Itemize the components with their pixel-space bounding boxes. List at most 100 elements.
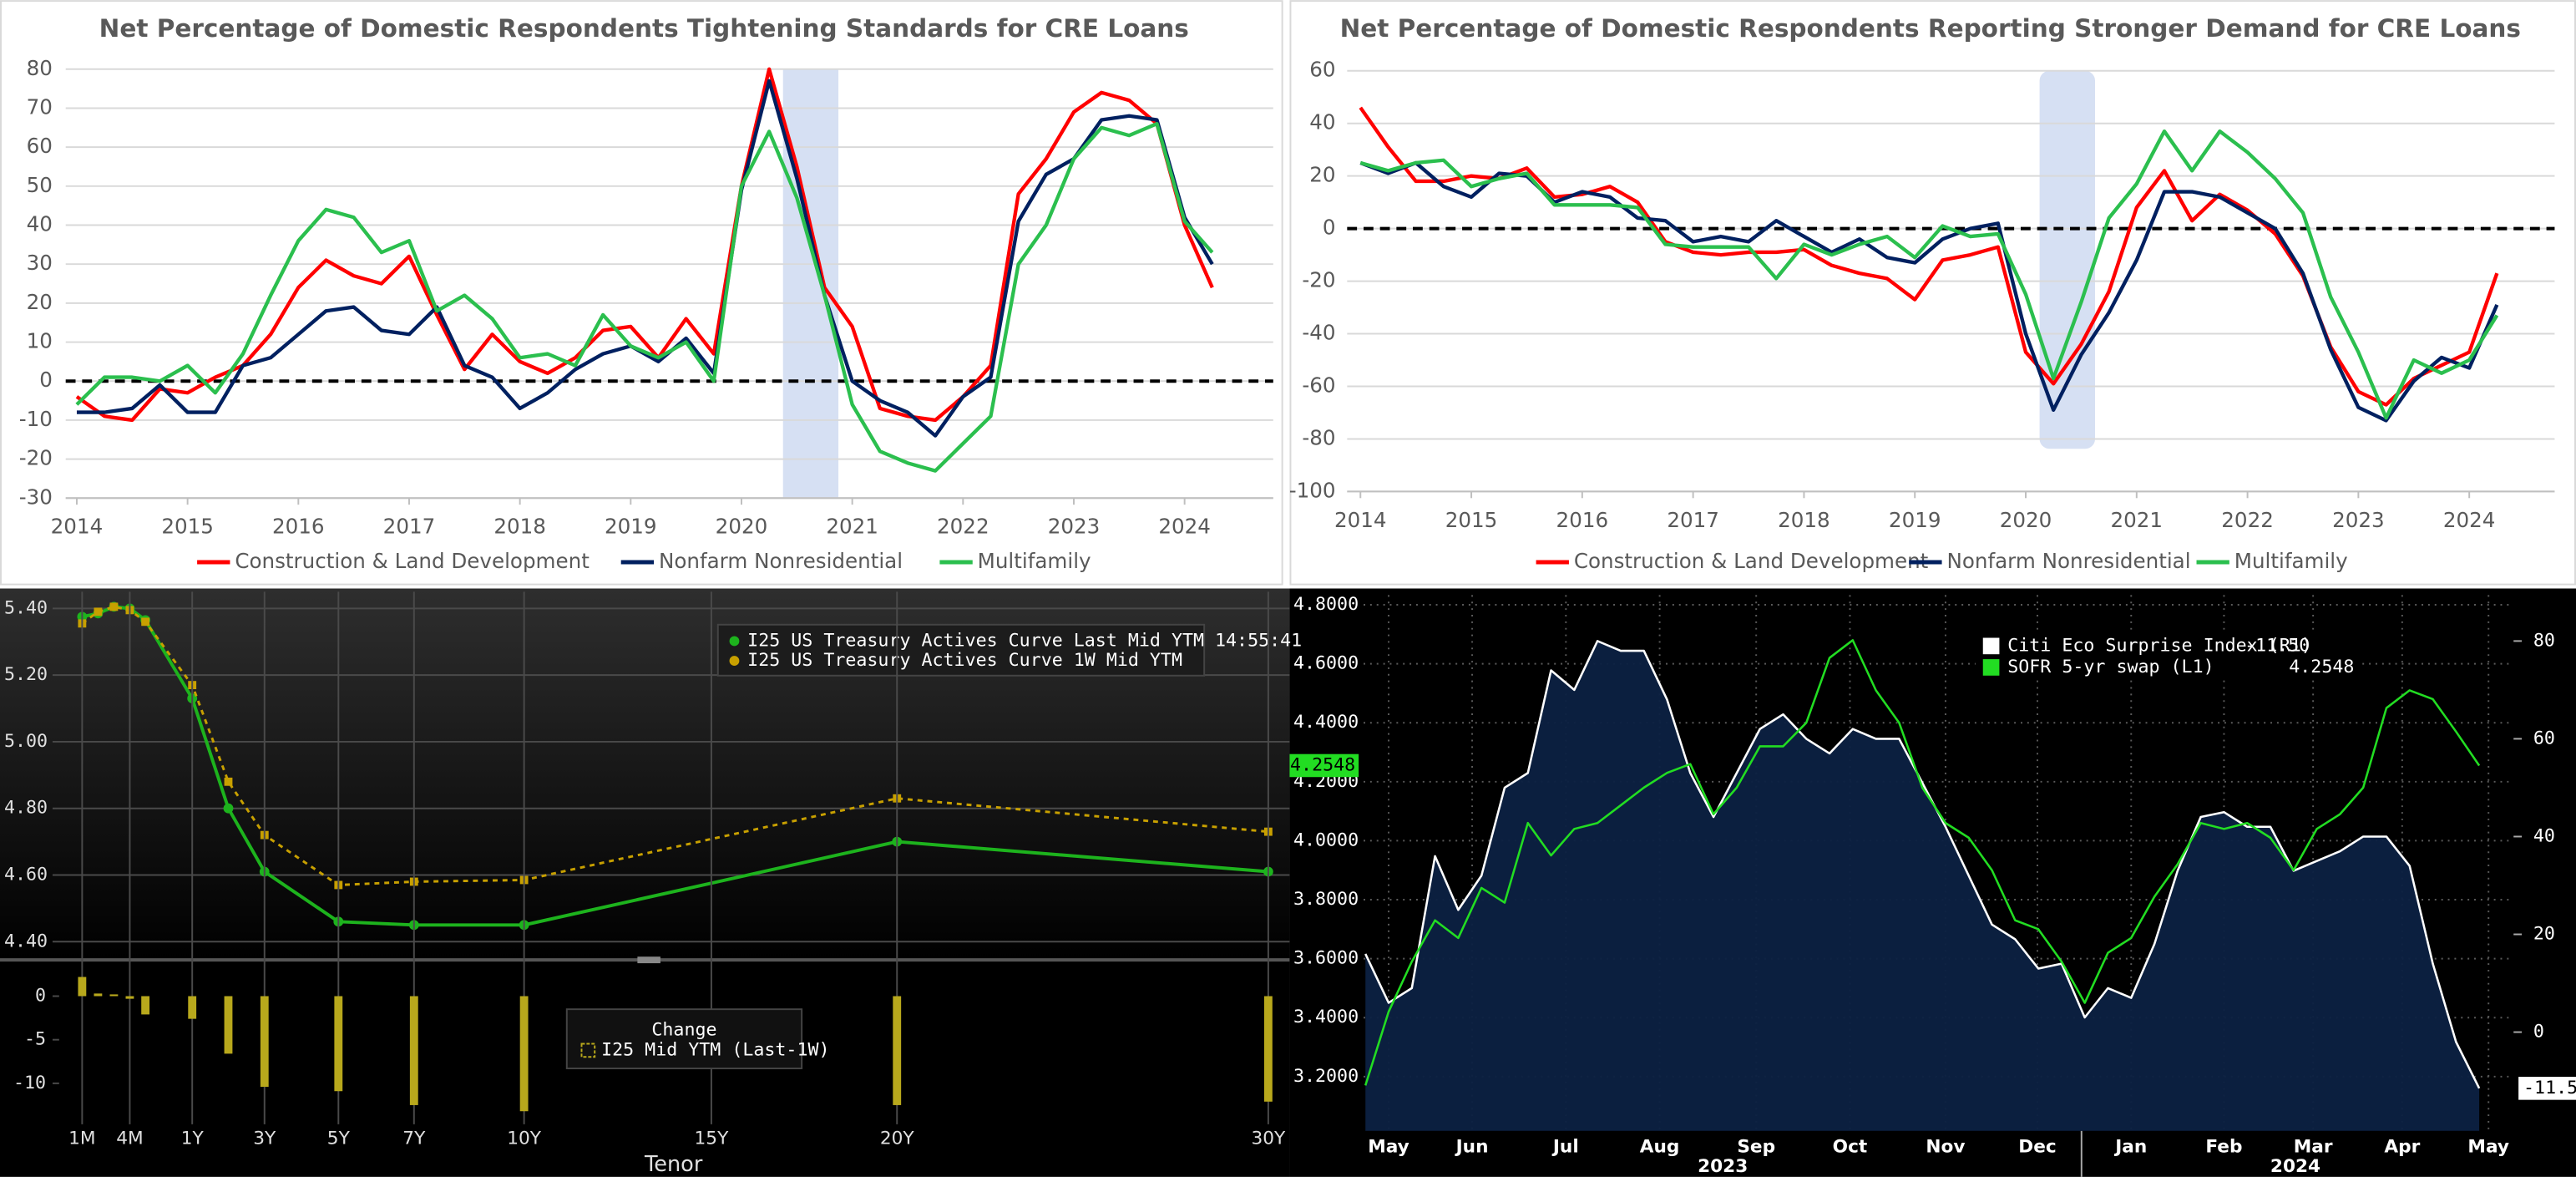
x-tick-label: Mar xyxy=(2294,1136,2333,1157)
legend-label: I25 US Treasury Actives Curve 1W Mid YTM xyxy=(747,650,1182,671)
y-tick-label: 5.20 xyxy=(4,664,48,685)
last-value-label: 4.2548 xyxy=(1290,754,1355,775)
legend-label: Construction & Land Development xyxy=(1574,549,1929,573)
y-tick-label: 4.40 xyxy=(4,931,48,951)
bar xyxy=(893,996,902,1105)
divider-handle xyxy=(637,956,660,964)
y2-tick-label: 0 xyxy=(2533,1022,2544,1043)
x-tick-label: 2017 xyxy=(1667,508,1719,532)
y-tick-label: -40 xyxy=(1302,321,1335,345)
legend-swatch xyxy=(580,1043,596,1058)
legend-label: Multifamily xyxy=(2234,549,2348,573)
bar xyxy=(125,996,134,999)
legend-value: 4.2548 xyxy=(2289,657,2354,677)
series-area xyxy=(1365,641,2480,1131)
chart-title: Net Percentage of Domestic Respondents R… xyxy=(1340,14,2521,43)
y-tick-label: 3.8000 xyxy=(1293,889,1359,910)
x-tick-label: Oct xyxy=(1833,1136,1868,1157)
x-tick-label: Sep xyxy=(1737,1136,1775,1157)
last-value-tag xyxy=(1289,753,1359,778)
y-tick-label: -30 xyxy=(19,484,53,509)
x-tick-label: 2014 xyxy=(1334,508,1387,532)
legend-label: Construction & Land Development xyxy=(235,549,590,573)
x-tick-label: 10Y xyxy=(507,1129,542,1149)
y-tick-label: 4.4000 xyxy=(1293,712,1359,733)
point-marker xyxy=(224,777,233,786)
x-year-label: 2024 xyxy=(2270,1156,2320,1177)
y-tick-label: -100 xyxy=(1289,478,1336,502)
legend-label: Nonfarm Nonresidential xyxy=(659,549,903,573)
legend-value: -11.50 xyxy=(2245,635,2310,656)
x-tick-label: 2022 xyxy=(2221,508,2274,532)
x-tick-label: Dec xyxy=(2018,1136,2056,1157)
bar xyxy=(1263,996,1273,1102)
x-tick-label: 2020 xyxy=(716,515,768,539)
y-tick-label: 0 xyxy=(1323,216,1336,240)
x-tick-label: May xyxy=(1368,1136,1409,1157)
bar xyxy=(141,996,150,1015)
x-tick-label: 2024 xyxy=(1158,515,1211,539)
y-tick-label: 0 xyxy=(39,368,53,392)
x-tick-label: 2016 xyxy=(1556,508,1609,532)
series-line xyxy=(1364,639,2481,1086)
y-tick-label: 70 xyxy=(27,94,53,119)
bar xyxy=(334,996,343,1092)
shaded-period xyxy=(782,68,839,499)
bar xyxy=(224,996,233,1054)
last-value-tag xyxy=(2518,1077,2576,1100)
point-marker xyxy=(109,602,119,611)
y-tick-label: -5 xyxy=(24,1029,46,1050)
x-tick-label: 2018 xyxy=(493,515,546,539)
y-tick-label: 30 xyxy=(27,251,53,275)
y-tick-label: 4.0000 xyxy=(1293,829,1359,850)
legend-label: SOFR 5-yr swap (L1) xyxy=(2007,657,2214,677)
legend-swatch xyxy=(729,636,740,647)
y-tick-label: -10 xyxy=(19,407,53,431)
x-tick-label: 2023 xyxy=(1048,515,1101,539)
point-marker xyxy=(94,607,103,616)
y-tick-label: -80 xyxy=(1302,425,1335,449)
legend-swatch xyxy=(1982,659,2000,676)
y-tick-label: 80 xyxy=(27,56,53,80)
x-tick-label: Nov xyxy=(1926,1136,1965,1157)
y-tick-label: -20 xyxy=(19,446,53,470)
y-tick-label: 3.2000 xyxy=(1293,1066,1359,1087)
y2-tick-label: 80 xyxy=(2533,630,2555,651)
y-tick-label: 40 xyxy=(27,212,53,236)
x-tick-label: 1M xyxy=(68,1129,95,1149)
x-tick-label: 2023 xyxy=(2332,508,2385,532)
panel-frame xyxy=(1289,0,2576,586)
x-tick-label: Feb xyxy=(2205,1136,2242,1157)
bar xyxy=(409,996,418,1105)
x-tick-label: 2022 xyxy=(937,515,989,539)
x-tick-label: 7Y xyxy=(402,1129,426,1149)
bar xyxy=(519,996,529,1112)
y-tick-label: 4.8000 xyxy=(1293,594,1359,615)
panel-frame xyxy=(0,0,1283,586)
point-marker xyxy=(141,617,150,627)
bar xyxy=(78,977,87,997)
y-tick-label: -60 xyxy=(1302,373,1335,398)
legend-label: Citi Eco Surprise Index (R1) xyxy=(2007,635,2312,656)
bar xyxy=(188,996,197,1019)
x-year-label: 2023 xyxy=(1698,1156,1748,1177)
x-tick-label: 2017 xyxy=(383,515,436,539)
x-tick-label: 2018 xyxy=(1778,508,1830,532)
point-marker xyxy=(223,803,234,814)
x-tick-label: Aug xyxy=(1640,1136,1680,1157)
last-value-label: -11.50 xyxy=(2523,1078,2576,1098)
x-tick-label: 2015 xyxy=(161,515,214,539)
legend-box xyxy=(565,1008,803,1069)
x-tick-label: Jul xyxy=(1551,1136,1579,1157)
chart-title: Net Percentage of Domestic Respondents T… xyxy=(99,14,1189,43)
y-tick-label: 5.40 xyxy=(4,597,48,618)
y-tick-label: 20 xyxy=(1309,163,1335,187)
y-tick-label: -20 xyxy=(1302,268,1335,292)
y2-tick-label: 20 xyxy=(2533,924,2555,945)
legend-label: I25 US Treasury Actives Curve Last Mid Y… xyxy=(747,630,1302,651)
x-tick-label: 2021 xyxy=(826,515,878,539)
x-tick-label: 2016 xyxy=(272,515,325,539)
x-tick-label: May xyxy=(2467,1136,2509,1157)
x-tick-label: 2024 xyxy=(2443,508,2496,532)
bar xyxy=(94,993,103,997)
